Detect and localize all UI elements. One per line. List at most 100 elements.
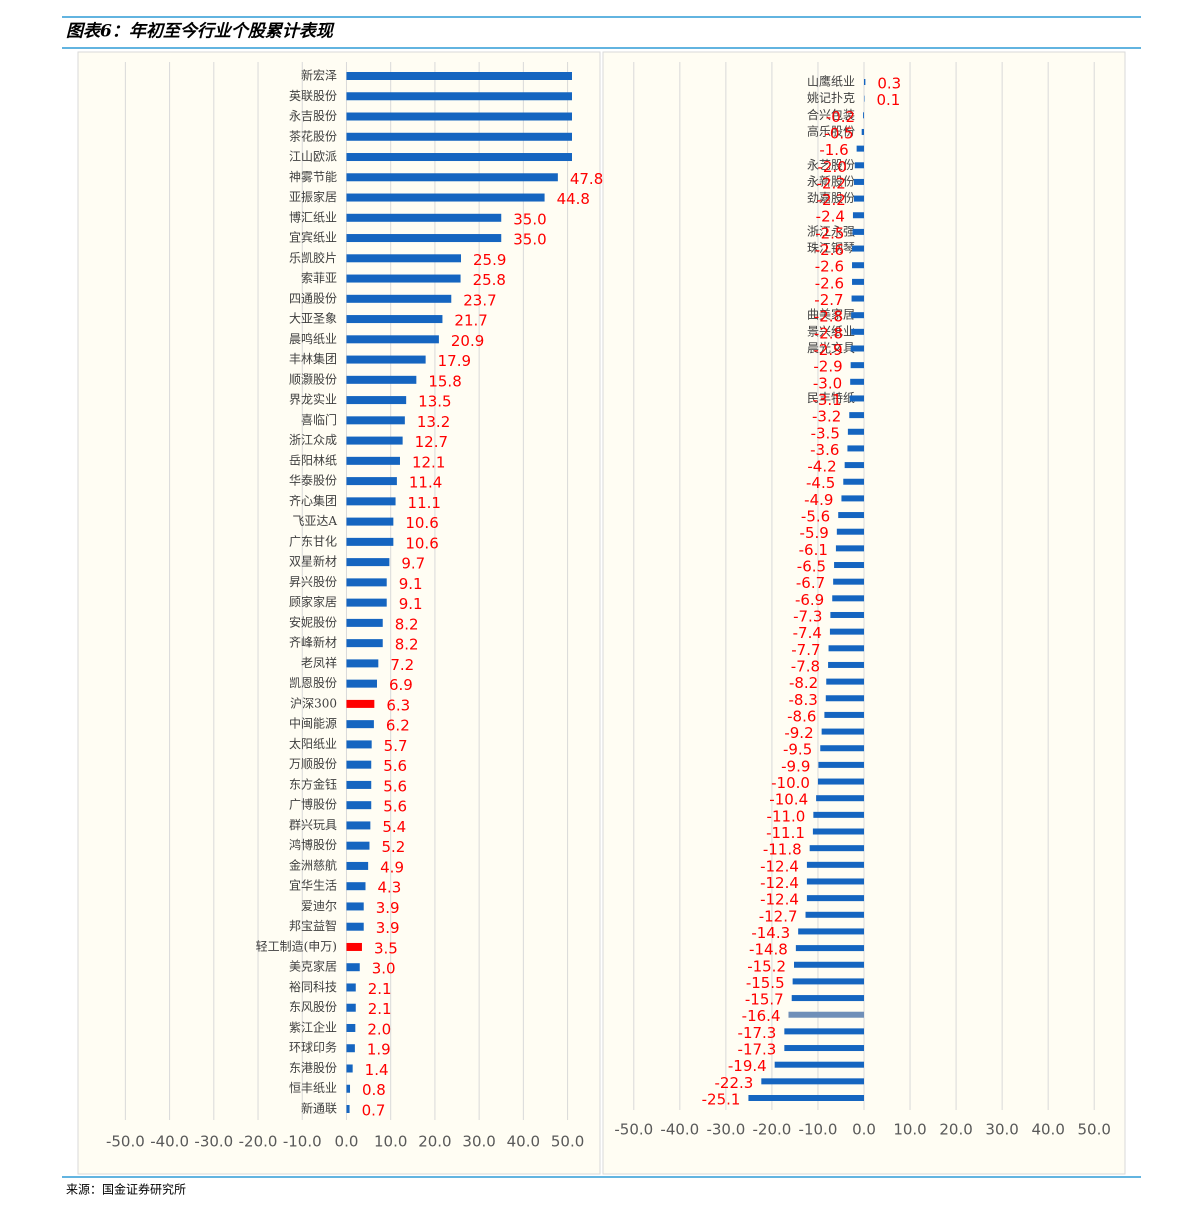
category-label: 金洲慈航 bbox=[289, 857, 337, 872]
value-label: 6.3 bbox=[386, 696, 410, 714]
bar bbox=[346, 578, 387, 587]
category-label: 鸿博股份 bbox=[289, 837, 337, 852]
category-label: 广博股份 bbox=[289, 797, 337, 812]
category-label: 珠江钢琴 bbox=[807, 241, 855, 255]
x-tick-label: -30.0 bbox=[706, 1121, 745, 1139]
title: 图表6：年初至今行业个股累计表现 bbox=[66, 22, 335, 42]
value-label: -2.8 bbox=[814, 308, 843, 326]
value-label: 0.3 bbox=[877, 75, 901, 93]
value-label: -9.2 bbox=[784, 724, 813, 742]
x-tick-label: 40.0 bbox=[507, 1133, 540, 1151]
category-label: 新宏泽 bbox=[301, 68, 337, 83]
category-label: 飞亚达A bbox=[292, 514, 337, 528]
bar bbox=[346, 801, 372, 810]
x-tick-label: -20.0 bbox=[239, 1133, 278, 1151]
category-label: 群兴玩具 bbox=[289, 818, 337, 832]
category-label: 永吉股份 bbox=[289, 109, 337, 123]
category-label: 太阳纸业 bbox=[289, 736, 337, 751]
bar bbox=[847, 428, 864, 435]
bar bbox=[784, 1028, 864, 1035]
value-label: -3.6 bbox=[810, 441, 839, 459]
category-label: 裕同科技 bbox=[289, 979, 337, 994]
value-label: -3.5 bbox=[811, 424, 840, 442]
category-label: 大亚圣象 bbox=[289, 312, 337, 326]
category-label: 顺灏股份 bbox=[289, 371, 337, 386]
value-label: -2.8 bbox=[814, 324, 843, 342]
x-tick-label: -10.0 bbox=[283, 1133, 322, 1151]
bar bbox=[838, 512, 864, 519]
bar bbox=[798, 928, 864, 935]
bar bbox=[843, 478, 864, 485]
category-label: 双星新材 bbox=[289, 554, 337, 569]
category-label: 中闽能源 bbox=[289, 716, 337, 731]
value-label: 0.7 bbox=[362, 1102, 386, 1120]
bar bbox=[346, 841, 370, 850]
value-label: 3.0 bbox=[372, 960, 396, 978]
source: 来源：国金证券研究所 bbox=[66, 1182, 186, 1197]
value-label: -0.5 bbox=[824, 124, 853, 142]
bar bbox=[794, 961, 864, 968]
value-label: -10.4 bbox=[769, 791, 808, 809]
value-label: -2.6 bbox=[815, 258, 844, 276]
value-label: 25.8 bbox=[473, 271, 506, 289]
x-tick-label: 50.0 bbox=[551, 1133, 584, 1151]
category-label: 东风股份 bbox=[289, 1000, 337, 1014]
value-label: -5.6 bbox=[801, 508, 830, 526]
bar bbox=[346, 558, 390, 567]
category-label: 晨光文具 bbox=[807, 340, 855, 355]
bar bbox=[346, 861, 369, 870]
bar bbox=[849, 395, 864, 402]
category-label: 山鹰纸业 bbox=[807, 74, 855, 89]
value-label: -8.2 bbox=[789, 674, 818, 692]
value-label: 13.2 bbox=[417, 413, 450, 431]
bar bbox=[851, 295, 864, 302]
bar bbox=[824, 711, 864, 718]
bar bbox=[844, 462, 864, 469]
bar bbox=[852, 245, 864, 252]
category-label: 广东甘化 bbox=[289, 534, 337, 548]
value-label: 6.2 bbox=[386, 717, 410, 735]
value-label: 5.6 bbox=[383, 777, 407, 795]
bar bbox=[795, 945, 864, 952]
category-label: 劲嘉股份 bbox=[807, 191, 855, 205]
value-label: -2.4 bbox=[816, 208, 845, 226]
category-label: 宜宾纸业 bbox=[289, 230, 337, 245]
bar bbox=[346, 396, 407, 405]
bar bbox=[816, 795, 864, 802]
x-tick-label: -40.0 bbox=[150, 1133, 189, 1151]
bar bbox=[346, 1003, 356, 1012]
category-label: 齐心集团 bbox=[289, 493, 337, 508]
x-tick-label: 10.0 bbox=[893, 1121, 926, 1139]
bar bbox=[856, 145, 864, 152]
value-label: 47.8 bbox=[570, 170, 603, 188]
bar bbox=[847, 445, 864, 452]
value-label: -12.7 bbox=[759, 907, 798, 925]
value-label: 11.1 bbox=[408, 494, 441, 512]
category-label: 四通股份 bbox=[289, 291, 337, 305]
value-label: -2.2 bbox=[817, 191, 846, 209]
value-label: -14.8 bbox=[749, 941, 788, 959]
category-label: 美克家居 bbox=[289, 959, 337, 974]
category-label: 民丰特纸 bbox=[807, 390, 855, 405]
value-label: 23.7 bbox=[463, 291, 496, 309]
bar bbox=[792, 978, 864, 985]
bar bbox=[346, 882, 366, 891]
bar bbox=[346, 922, 364, 931]
value-label: 12.1 bbox=[412, 453, 445, 471]
bar bbox=[774, 1061, 864, 1068]
category-label: 凯恩股份 bbox=[289, 676, 337, 690]
value-label: -19.4 bbox=[728, 1057, 767, 1075]
value-label: 2.1 bbox=[368, 980, 392, 998]
value-label: -17.3 bbox=[738, 1041, 777, 1059]
bar bbox=[791, 995, 864, 1002]
bar bbox=[833, 578, 864, 585]
value-label: 35.0 bbox=[513, 231, 546, 249]
bar bbox=[346, 436, 403, 445]
category-label: 东方金钰 bbox=[289, 776, 337, 791]
bar bbox=[850, 378, 864, 385]
category-label: 沪深300 bbox=[290, 696, 337, 710]
value-label: -11.8 bbox=[763, 841, 802, 859]
bar bbox=[835, 545, 864, 552]
x-tick-label: 20.0 bbox=[939, 1121, 972, 1139]
bar bbox=[853, 178, 864, 185]
